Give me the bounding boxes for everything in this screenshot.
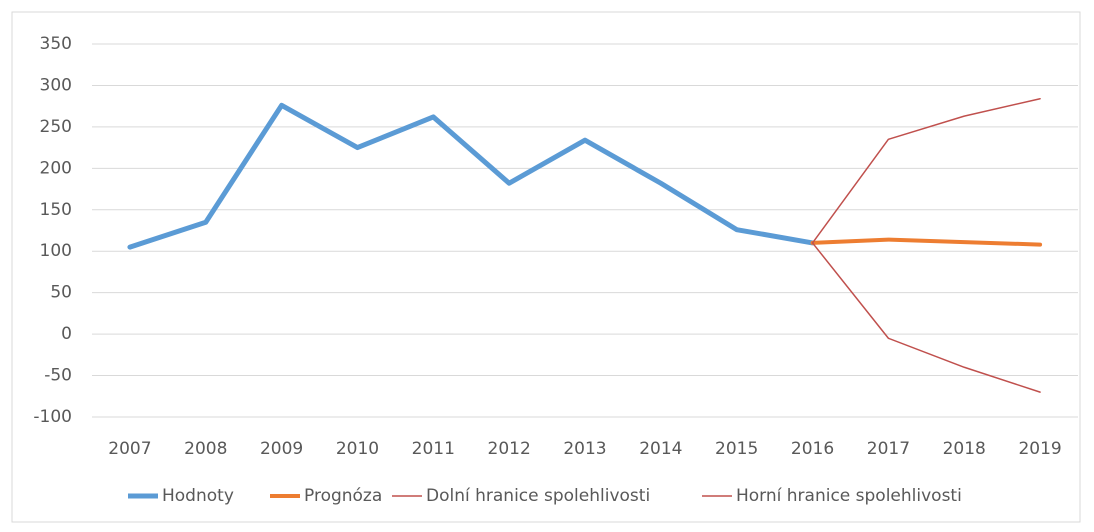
series-line: [811, 97, 1041, 244]
y-tick-label: 100: [40, 241, 72, 261]
x-tick-label: 2014: [639, 439, 682, 459]
legend-label: Horní hranice spolehlivosti: [736, 486, 962, 506]
x-tick-label: 2011: [412, 439, 455, 459]
legend-label: Prognóza: [304, 486, 382, 506]
y-tick-label: 250: [40, 117, 72, 137]
y-tick-label: 150: [40, 200, 72, 220]
series-line: [811, 242, 1041, 393]
y-tick-label: 350: [40, 34, 72, 54]
x-tick-label: 2010: [336, 439, 379, 459]
y-tick-label: 200: [40, 158, 72, 178]
x-tick-label: 2019: [1018, 439, 1061, 459]
y-tick-label: 0: [61, 324, 72, 344]
x-tick-label: 2007: [108, 439, 151, 459]
legend-label: Dolní hranice spolehlivosti: [426, 486, 650, 506]
x-tick-label: 2008: [184, 439, 227, 459]
x-tick-label: 2017: [867, 439, 910, 459]
y-tick-label: 300: [40, 75, 72, 95]
series-line: [810, 237, 1043, 247]
x-tick-label: 2012: [488, 439, 531, 459]
x-tick-label: 2013: [563, 439, 606, 459]
y-tick-label: 50: [50, 283, 72, 303]
x-tick-label: 2016: [791, 439, 834, 459]
x-tick-label: 2009: [260, 439, 303, 459]
series-line: [127, 102, 816, 250]
y-tick-label: -100: [33, 407, 72, 427]
y-tick-label: -50: [44, 366, 72, 386]
x-tick-label: 2018: [943, 439, 986, 459]
legend-label: Hodnoty: [162, 486, 234, 506]
x-tick-label: 2015: [715, 439, 758, 459]
chart-border: [11, 11, 1081, 523]
